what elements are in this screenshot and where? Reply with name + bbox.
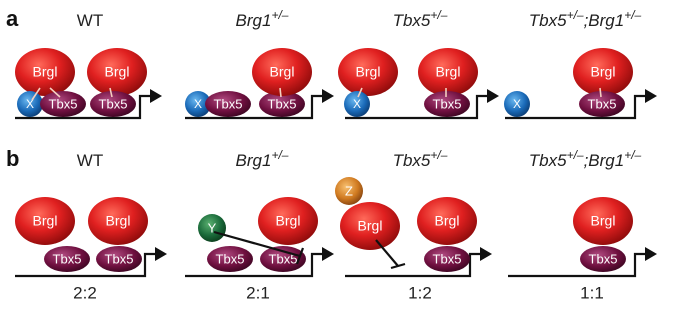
heading-superscript: +/–: [430, 8, 447, 22]
figure: aWTBrglBrglXTbx5Tbx5Brg1+/–XTbx5Tbx5Brgl…: [0, 0, 676, 305]
panel-heading: WT: [77, 151, 103, 170]
brg-label: Brgl: [33, 213, 58, 229]
heading-text: Tbx5: [529, 11, 567, 30]
heading-text: Tbx5: [529, 151, 567, 170]
ratio-label: 2:1: [246, 283, 270, 302]
brg-label: Brgl: [436, 64, 461, 80]
brg-label: Brgl: [33, 64, 58, 80]
promoter-arrowhead: [645, 247, 657, 261]
tbx-label: Tbx5: [49, 96, 78, 111]
heading-text: Brg1: [236, 11, 272, 30]
heading-superscript: +/–: [567, 148, 584, 162]
heading-superscript: +/–: [271, 8, 288, 22]
heading-text: Tbx5: [393, 151, 431, 170]
brg-label: Brgl: [106, 213, 131, 229]
panel-heading: Tbx5+/–: [393, 148, 448, 170]
heading-text: WT: [77, 11, 103, 30]
tbx-label: Tbx5: [105, 251, 134, 266]
panel-heading: Tbx5+/–: [393, 8, 448, 30]
promoter-arrowhead: [322, 89, 334, 103]
x-label: X: [194, 97, 202, 111]
tbx-label: Tbx5: [433, 96, 462, 111]
heading-text: ;Brg1: [584, 151, 625, 170]
panel-letter: a: [6, 6, 19, 31]
panel-heading: WT: [77, 11, 103, 30]
heading-superscript: +/–: [567, 8, 584, 22]
heading-text: WT: [77, 151, 103, 170]
panel-heading: Tbx5+/–;Brg1+/–: [529, 148, 642, 170]
z-label: Z: [345, 183, 353, 198]
promoter-arrowhead: [150, 89, 162, 103]
ratio-label: 1:2: [408, 283, 432, 302]
promoter-arrowhead: [487, 89, 499, 103]
ratio-label: 1:1: [580, 283, 604, 302]
brg-label: Brgl: [435, 213, 460, 229]
panel-heading: Brg1+/–: [236, 148, 289, 170]
brg-label: Brgl: [270, 64, 295, 80]
brg-label: Brgl: [276, 213, 301, 229]
interaction-arrow: [600, 88, 601, 97]
ratio-label: 2:2: [73, 283, 97, 302]
brg-label: Brgl: [591, 213, 616, 229]
panel-letter: b: [6, 146, 19, 171]
brg-label: Brgl: [591, 64, 616, 80]
promoter-arrowhead: [645, 89, 657, 103]
tbx-label: Tbx5: [433, 251, 462, 266]
promoter-arrowhead: [155, 247, 167, 261]
x-label: X: [353, 97, 361, 111]
tbx-label: Tbx5: [214, 96, 243, 111]
tbx-label: Tbx5: [268, 96, 297, 111]
heading-superscript: +/–: [624, 148, 641, 162]
heading-superscript: +/–: [430, 148, 447, 162]
promoter-arrowhead: [480, 247, 492, 261]
heading-text: Brg1: [236, 151, 272, 170]
promoter-arrowhead: [322, 247, 334, 261]
heading-superscript: +/–: [624, 8, 641, 22]
heading-superscript: +/–: [271, 148, 288, 162]
tbx-label: Tbx5: [216, 251, 245, 266]
dna-line: [508, 254, 647, 276]
brg-label: Brgl: [105, 64, 130, 80]
x-label: X: [513, 97, 521, 111]
heading-text: ;Brg1: [584, 11, 625, 30]
brg-label: Brgl: [358, 218, 383, 234]
panel-heading: Brg1+/–: [236, 8, 289, 30]
tbx-label: Tbx5: [53, 251, 82, 266]
interaction-arrow: [280, 88, 281, 97]
tbx-label: Tbx5: [99, 96, 128, 111]
brg-label: Brgl: [356, 64, 381, 80]
tbx-label: Tbx5: [589, 251, 618, 266]
tbx-label: Tbx5: [588, 96, 617, 111]
heading-text: Tbx5: [393, 11, 431, 30]
panel-heading: Tbx5+/–;Brg1+/–: [529, 8, 642, 30]
